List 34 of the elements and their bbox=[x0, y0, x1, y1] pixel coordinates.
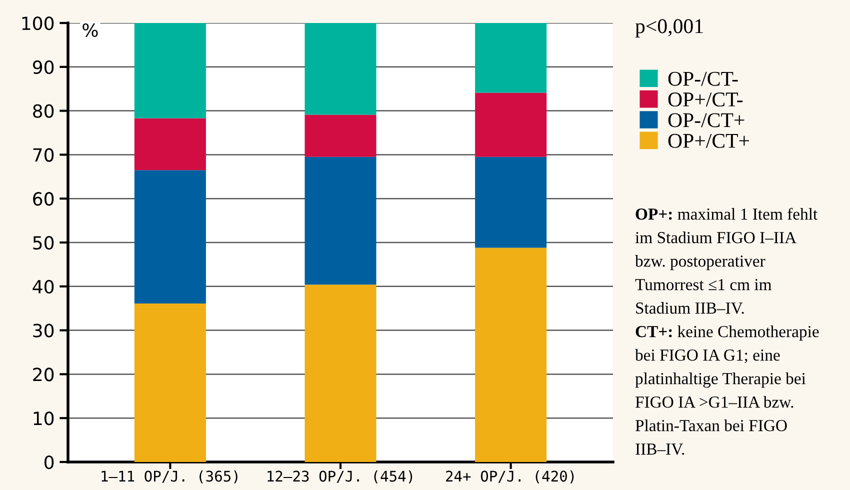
y-tick-label: 70 bbox=[33, 148, 54, 162]
x-tick-label: 12–23 OP/J. (454) bbox=[268, 470, 412, 484]
legend-label: OP+/CT+ bbox=[668, 134, 750, 148]
y-tick-label: 60 bbox=[33, 192, 54, 206]
bar bbox=[134, 170, 206, 304]
bar bbox=[475, 92, 547, 157]
y-tick-label: 10 bbox=[34, 412, 54, 426]
bar bbox=[134, 118, 206, 170]
y-tick-label: 20 bbox=[33, 368, 54, 382]
y-tick-label: 30 bbox=[33, 324, 54, 338]
bar bbox=[304, 156, 376, 285]
legend-label: OP-/CT- bbox=[668, 72, 738, 86]
x-tick-label: 24+ OP/J. (420) bbox=[446, 470, 574, 484]
bar bbox=[475, 248, 547, 462]
text: p<0,001 bbox=[635, 19, 703, 38]
y-tick-label: 90 bbox=[32, 60, 54, 74]
bar bbox=[304, 284, 376, 462]
y-tick-label: 100 bbox=[22, 16, 54, 30]
legend-label: OP+/CT- bbox=[668, 92, 743, 107]
text: OP+: maximal 1 Item fehlt im Stadium FIGO I–IIA bzw. postoperativer Tumorrest ≤1 cm im Stadium IIB–IV. bbox=[635, 208, 818, 314]
y-tick-label: 50 bbox=[33, 236, 54, 250]
bar bbox=[134, 304, 206, 462]
text: CT+: keine Chemotherapie bei FIGO IA G1; eine platinhaltige Therapie bei FIGO IA >G1–IIA bzw. Platin-Taxan bei FIGO IIB–IV. bbox=[635, 326, 819, 455]
y-tick-label: 40 bbox=[32, 280, 54, 294]
bar bbox=[475, 23, 547, 93]
legend-label: OP-/CT+ bbox=[668, 113, 744, 128]
x-tick-label: 1–11 OP/J. (365) bbox=[102, 470, 238, 484]
y-tick-label: 0 bbox=[44, 455, 54, 470]
bar bbox=[134, 23, 206, 118]
bar bbox=[475, 156, 547, 248]
bar bbox=[304, 23, 376, 115]
y-tick-label: 80 bbox=[33, 104, 54, 118]
bar bbox=[304, 114, 376, 157]
y-axis-title: % bbox=[82, 23, 98, 37]
